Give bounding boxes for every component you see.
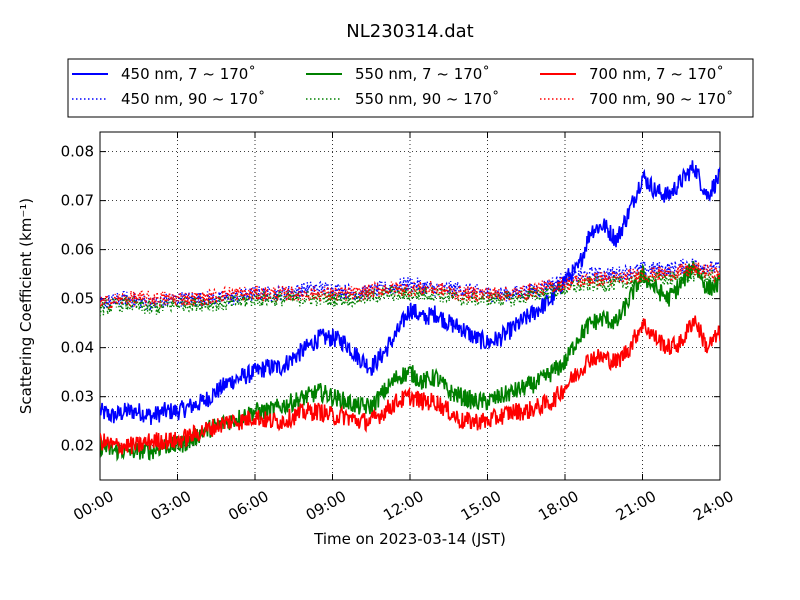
legend-label-5: 700 nm, 90 ~ 170˚ [589, 90, 733, 108]
plot-area: 00:00 03:00 06:00 09:00 12:00 15:00 18:00 21:00… [61, 131, 737, 524]
x-tick-label: 09:00 [303, 487, 349, 524]
legend-label-3: 550 nm, 90 ~ 170˚ [355, 90, 499, 108]
x-tick-label: 03:00 [148, 487, 194, 524]
legend: 450 nm, 7 ~ 170˚ 550 nm, 7 ~ 170˚ 700 nm, … [67, 58, 754, 118]
legend-label-2: 550 nm, 7 ~ 170˚ [355, 65, 490, 83]
x-tick-label: 00:00 [70, 487, 116, 524]
series-line-5 [100, 262, 720, 311]
series-group [100, 160, 720, 462]
x-tick-label: 21:00 [613, 487, 659, 524]
y-tick-label: 0.06 [61, 241, 94, 259]
chart-title: NL230314.dat [346, 21, 473, 42]
y-tick-label: 0.02 [61, 437, 94, 455]
y-tick-label: 0.07 [61, 192, 94, 210]
legend-label-4: 700 nm, 7 ~ 170˚ [589, 65, 724, 83]
x-axis-label: Time on 2023-03-14 (JST) [313, 530, 506, 548]
x-tick-label: 18:00 [535, 487, 581, 524]
y-tick-label: 0.08 [61, 143, 94, 161]
legend-frame [67, 58, 754, 118]
x-tick-label: 15:00 [458, 487, 504, 524]
x-tick-label: 24:00 [690, 487, 736, 524]
legend-label-0: 450 nm, 7 ~ 170˚ [121, 65, 256, 83]
series-line-4 [100, 315, 720, 455]
y-axis-label: Scattering Coefficient (km⁻¹) [17, 198, 35, 414]
series-line-3 [100, 264, 720, 317]
series-line-0 [100, 160, 720, 426]
y-tick-label: 0.05 [61, 290, 94, 308]
y-tick-label: 0.03 [61, 388, 94, 406]
series-line-1 [100, 258, 720, 312]
grid [100, 132, 720, 480]
x-tick-label: 12:00 [380, 487, 426, 524]
x-tick-label: 06:00 [225, 487, 271, 524]
y-tick-label: 0.04 [61, 339, 94, 357]
legend-label-1: 450 nm, 90 ~ 170˚ [121, 90, 265, 108]
series-line-2 [100, 261, 720, 462]
